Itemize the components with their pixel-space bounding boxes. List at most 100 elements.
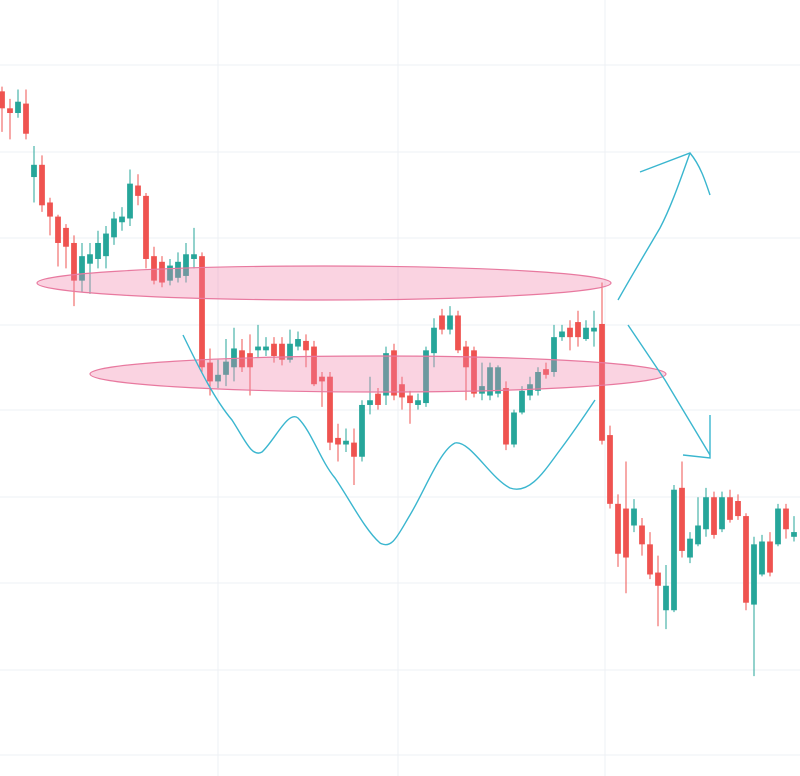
candle-body [647,544,653,575]
candle-body [175,261,181,278]
candle-body [791,532,797,537]
candle-body [191,254,197,259]
candle-body [735,501,741,517]
candle-body [343,440,349,445]
candle-body [31,164,37,178]
candle-body [111,218,117,238]
candle-body [535,371,541,391]
candle-body [759,541,765,575]
candle-body [119,216,125,223]
candle-body [39,164,45,206]
zone-ellipse [36,265,612,301]
candle-body [63,227,69,247]
candle-body [359,404,365,457]
candle-body [247,353,253,368]
candle-body [455,315,461,351]
candle-body [159,261,165,283]
candle-body [607,435,613,504]
candle-body [207,362,213,382]
candle-body [671,489,677,611]
candle-body [663,585,669,611]
candle-body [631,508,637,526]
candle-body [503,388,509,445]
candle-body [767,541,773,573]
candle-body [599,323,605,441]
candle-body [255,346,261,351]
candle-body [47,202,53,217]
candle-body [335,437,341,445]
candle-body [543,369,549,375]
candle-body [127,183,133,219]
candle-body [439,315,445,330]
arrow-down [627,324,711,456]
candle-body [311,346,317,385]
candle-body [95,242,101,259]
candle-body [711,497,717,535]
candle-body [415,400,421,405]
candle-body [87,254,93,264]
candle-body [271,343,277,356]
candle-body [615,503,621,554]
candle-body [447,315,453,330]
candle-body [327,376,333,443]
candle-body [79,256,85,281]
candle-body [591,327,597,332]
candle-body [783,508,789,530]
candle-body [511,412,517,445]
candle-body [263,346,269,351]
candle-body [135,185,141,196]
candle-body [143,195,149,259]
candle-body [151,256,157,281]
candle-body [487,367,493,396]
candle-body [239,350,245,368]
candle-body [303,340,309,351]
candle-body [71,242,77,281]
candle-body [103,233,109,257]
candle-body [183,254,189,276]
candle-body [623,508,629,558]
candle-body [551,337,557,372]
candle-body [679,487,685,551]
candle-body [383,353,389,396]
candle-body [655,572,661,586]
candle-body [743,516,749,603]
candle-body [751,544,757,605]
arrow-up [617,152,691,301]
candle-body [399,384,405,398]
candle-body [639,525,645,545]
candle-body [407,395,413,404]
candle-body [495,367,501,394]
candle-body [319,376,325,382]
candle-body [279,343,285,360]
candle-body [295,339,301,347]
candle-body [351,442,357,457]
candle-body [575,322,581,338]
candle-body [519,390,525,413]
candle-body [15,101,21,114]
candles [0,86,797,677]
candle-body [695,525,701,545]
candle-body [375,393,381,405]
drawings [36,152,711,546]
candle-body [0,91,5,109]
candle-body [719,497,725,530]
candle-body [215,374,221,382]
candle-body [23,103,29,134]
candle-body [199,256,205,368]
pattern-drawing [182,334,596,546]
zone-ellipse [89,355,667,393]
candle-body [287,343,293,360]
arrow-head [682,415,711,459]
candle-body [479,386,485,394]
candle-body [423,350,429,404]
candle-body [687,538,693,558]
candle-body [7,108,13,114]
candle-body [223,361,229,375]
candle-body [727,497,733,520]
candle-body [167,265,173,281]
arrow-head [639,152,711,196]
candle-body [431,327,437,354]
candle-body [55,216,61,243]
